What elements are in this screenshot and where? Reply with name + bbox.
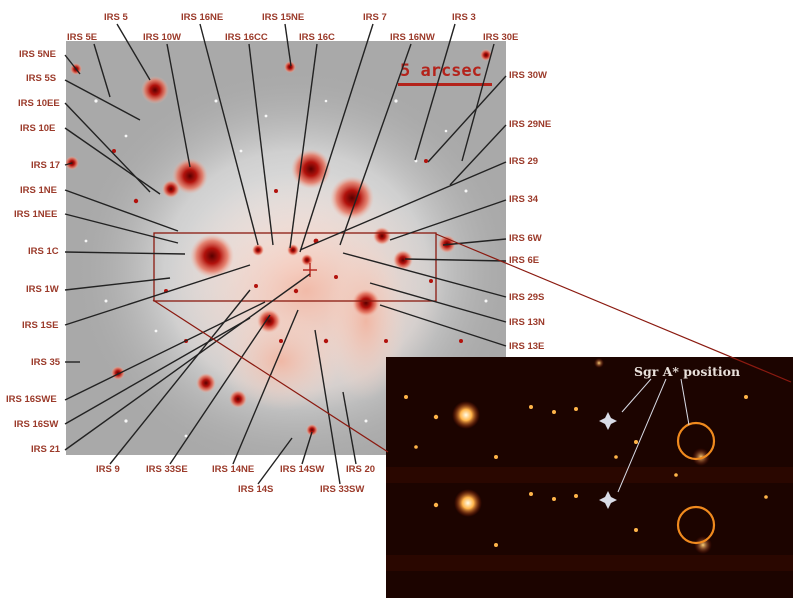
label-irs-30e: IRS 30E (483, 32, 519, 43)
label-irs-17: IRS 17 (31, 160, 61, 171)
label-irs-7: IRS 7 (363, 12, 387, 23)
label-irs-5s: IRS 5S (26, 73, 57, 84)
label-irs-1se: IRS 1SE (22, 320, 59, 331)
sgr-a-inset-image (386, 357, 793, 598)
label-irs-33sw: IRS 33SW (320, 484, 365, 495)
label-irs-6e: IRS 6E (509, 255, 540, 266)
label-irs-34: IRS 34 (509, 194, 539, 205)
label-irs-16sw: IRS 16SW (14, 419, 59, 430)
label-irs-5: IRS 5 (104, 12, 128, 23)
scale-bar-label: 5 arcsec (400, 61, 482, 81)
label-irs-35: IRS 35 (31, 357, 61, 368)
label-irs-3: IRS 3 (452, 12, 476, 23)
label-irs-5e: IRS 5E (67, 32, 98, 43)
label-irs-9: IRS 9 (96, 464, 120, 475)
label-irs-5ne: IRS 5NE (19, 49, 56, 60)
label-irs-10ee: IRS 10EE (18, 98, 60, 109)
label-irs-29: IRS 29 (509, 156, 539, 167)
label-irs-16nw: IRS 16NW (390, 32, 435, 43)
sgr-a-marker-icon (599, 412, 617, 509)
scale-bar (398, 83, 492, 86)
label-irs-14s: IRS 14S (238, 484, 274, 495)
label-irs-10w: IRS 10W (143, 32, 182, 43)
sgr-a-position-label: Sgr A* position (634, 364, 741, 379)
label-irs-16cc: IRS 16CC (225, 32, 268, 43)
label-irs-14sw: IRS 14SW (280, 464, 325, 475)
label-irs-15ne: IRS 15NE (262, 12, 305, 23)
label-irs-13n: IRS 13N (509, 317, 545, 328)
label-irs-10e: IRS 10E (20, 123, 56, 134)
label-irs-30w: IRS 30W (509, 70, 548, 81)
label-irs-29s: IRS 29S (509, 292, 545, 303)
label-irs-1w: IRS 1W (26, 284, 59, 295)
label-irs-14ne: IRS 14NE (212, 464, 255, 475)
label-irs-33se: IRS 33SE (146, 464, 188, 475)
label-irs-1c: IRS 1C (28, 246, 59, 257)
label-irs-6w: IRS 6W (509, 233, 542, 244)
label-irs-1nee: IRS 1NEE (14, 209, 58, 220)
label-irs-29ne: IRS 29NE (509, 119, 552, 130)
label-irs-21: IRS 21 (31, 444, 61, 455)
label-irs-20: IRS 20 (346, 464, 376, 475)
label-irs-16ne: IRS 16NE (181, 12, 224, 23)
label-irs-1ne: IRS 1NE (20, 185, 57, 196)
label-irs-16c: IRS 16C (299, 32, 335, 43)
label-irs-13e: IRS 13E (509, 341, 545, 352)
label-irs-16swe: IRS 16SWE (6, 394, 57, 405)
